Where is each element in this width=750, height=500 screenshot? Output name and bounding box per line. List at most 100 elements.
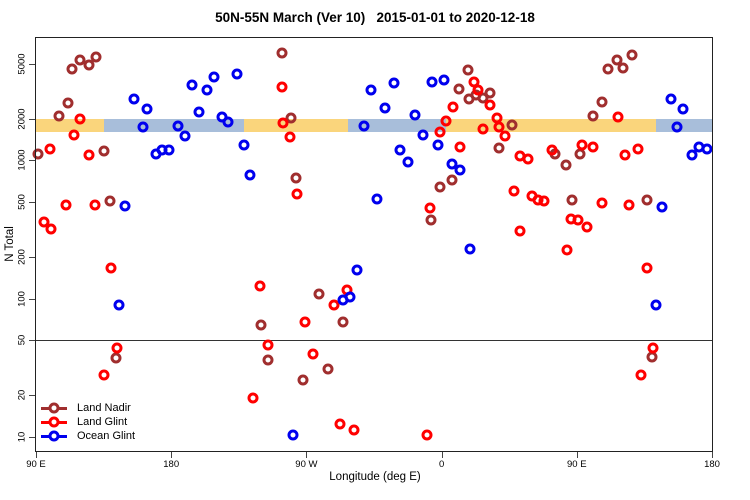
reference-line-50 [36,340,712,342]
legend-label: Ocean Glint [77,430,136,442]
data-point-land-nadir [560,159,572,171]
y-tick [29,118,35,120]
data-point-ocean-glint [701,143,713,155]
data-point-land-nadir [104,195,116,207]
data-point-land-nadir [611,54,623,66]
data-point-land-glint [105,262,117,274]
data-point-ocean-glint [656,201,668,213]
data-point-ocean-glint [344,291,356,303]
data-point-ocean-glint [671,121,683,133]
y-tick [29,257,35,259]
data-point-ocean-glint [358,120,370,132]
y-tick [29,436,35,438]
x-axis-label: Longitude (deg E) [329,471,421,483]
data-point-land-nadir [83,59,95,71]
data-point-land-nadir [98,145,110,157]
y-tick [29,160,35,162]
data-point-land-nadir [602,63,614,75]
y-tick-label: 1000 [16,149,28,172]
data-point-land-nadir [322,363,334,375]
data-point-ocean-glint [244,169,256,181]
y-tick [29,298,35,300]
data-point-ocean-glint [137,121,149,133]
data-point-land-nadir [90,51,102,63]
data-point-land-glint [111,342,123,354]
data-point-ocean-glint [222,116,234,128]
data-point-land-nadir [493,142,505,154]
data-point-land-glint [68,129,80,141]
y-tick [29,395,35,397]
data-point-land-glint [623,199,635,211]
data-point-land-glint [508,185,520,197]
data-point-land-nadir [337,316,349,328]
data-point-ocean-glint [351,264,363,276]
legend-item: Ocean Glint [41,429,135,443]
data-point-land-glint [424,202,436,214]
x-tick-label: 0 [438,459,445,470]
data-point-land-glint [348,424,360,436]
data-point-land-nadir [62,97,74,109]
data-point-land-glint [581,221,593,233]
data-point-land-glint [421,429,433,441]
data-point-land-glint [561,244,573,256]
legend-label: Land Nadir [77,402,131,414]
data-point-land-nadir [425,214,437,226]
data-point-ocean-glint [238,139,250,151]
data-point-land-glint [612,111,624,123]
data-point-ocean-glint [113,299,125,311]
data-point-land-glint [276,81,288,93]
data-point-land-glint [619,149,631,161]
data-point-land-nadir [434,181,446,193]
data-point-ocean-glint [128,93,140,105]
data-point-land-glint [284,131,296,143]
data-point-ocean-glint [119,200,131,212]
data-point-ocean-glint [179,130,191,142]
y-tick-label: 50 [16,334,28,346]
y-tick-label: 10 [16,431,28,443]
y-tick-label: 100 [16,290,28,307]
data-point-land-nadir [255,319,267,331]
data-point-land-glint [434,126,446,138]
data-point-land-glint [514,225,526,237]
data-point-land-glint [632,143,644,155]
data-point-ocean-glint [379,102,391,114]
data-point-land-glint [538,195,550,207]
data-point-ocean-glint [365,84,377,96]
legend-item: Land Nadir [41,401,135,415]
data-point-land-glint [262,339,274,351]
data-point-ocean-glint [446,158,458,170]
data-point-land-glint [328,299,340,311]
data-point-ocean-glint [163,144,175,156]
y-axis-label: N Total [4,226,16,262]
data-point-land-glint [572,214,584,226]
data-point-ocean-glint [172,120,184,132]
data-point-land-nadir [617,62,629,74]
data-point-land-glint [522,153,534,165]
data-point-land-glint [247,392,259,404]
data-point-land-glint [307,348,319,360]
data-point-land-nadir [262,354,274,366]
data-point-land-nadir [276,47,288,59]
data-point-land-nadir [626,49,638,61]
data-point-land-nadir [641,194,653,206]
data-point-ocean-glint [394,144,406,156]
legend-ring [48,416,60,428]
data-point-land-glint [647,342,659,354]
data-point-ocean-glint [464,243,476,255]
data-point-land-glint [493,121,505,133]
data-point-land-nadir [66,63,78,75]
x-tick-label: 90 E [26,459,46,470]
data-point-ocean-glint [409,109,421,121]
y-tick-label: 2000 [16,108,28,130]
data-point-land-glint [74,113,86,125]
data-point-ocean-glint [686,149,698,161]
data-point-land-glint [89,199,101,211]
data-point-land-glint [576,139,588,151]
data-point-land-glint [440,115,452,127]
y-tick [29,340,35,342]
data-point-land-glint [472,84,484,96]
data-point-land-nadir [506,119,518,131]
legend-label: Land Glint [77,416,128,428]
data-point-land-glint [447,101,459,113]
data-point-ocean-glint [388,77,400,89]
